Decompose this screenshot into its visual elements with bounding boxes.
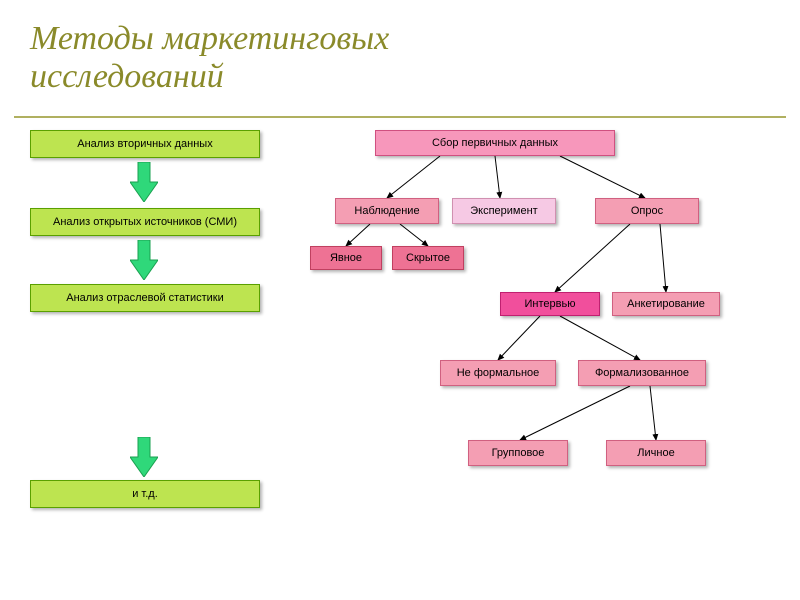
node-box: Анкетирование bbox=[612, 292, 720, 316]
node-box: Не формальное bbox=[440, 360, 556, 386]
down-arrow-icon bbox=[130, 162, 158, 198]
node-box: Интервью bbox=[500, 292, 600, 316]
node-box: Анализ отраслевой статистики bbox=[30, 284, 260, 312]
node-box: Групповое bbox=[468, 440, 568, 466]
node-box: Анализ открытых источников (СМИ) bbox=[30, 208, 260, 236]
title-line1: Методы маркетинговых bbox=[30, 20, 389, 58]
node-box: Эксперимент bbox=[452, 198, 556, 224]
node-box: и т.д. bbox=[30, 480, 260, 508]
node-box: Анализ вторичных данных bbox=[30, 130, 260, 158]
down-arrow-icon bbox=[130, 437, 158, 473]
title-underline bbox=[14, 116, 786, 118]
node-box: Скрытое bbox=[392, 246, 464, 270]
node-box: Личное bbox=[606, 440, 706, 466]
node-box: Опрос bbox=[595, 198, 699, 224]
node-box: Сбор первичных данных bbox=[375, 130, 615, 156]
node-box: Формализованное bbox=[578, 360, 706, 386]
down-arrow-icon bbox=[130, 240, 158, 276]
title-line2: исследований bbox=[30, 58, 389, 96]
slide-title: Методы маркетинговых исследований bbox=[30, 20, 389, 96]
node-box: Явное bbox=[310, 246, 382, 270]
node-box: Наблюдение bbox=[335, 198, 439, 224]
